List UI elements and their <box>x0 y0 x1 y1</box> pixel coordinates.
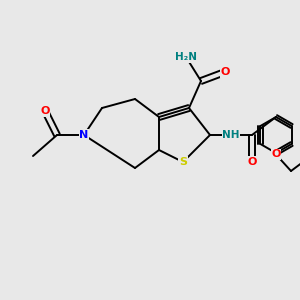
Text: H₂N: H₂N <box>175 52 197 62</box>
Text: N: N <box>80 130 88 140</box>
Text: O: O <box>220 67 230 77</box>
Text: O: O <box>40 106 50 116</box>
Text: S: S <box>179 157 187 167</box>
Text: NH: NH <box>222 130 240 140</box>
Text: O: O <box>247 157 257 167</box>
Text: O: O <box>271 149 281 160</box>
